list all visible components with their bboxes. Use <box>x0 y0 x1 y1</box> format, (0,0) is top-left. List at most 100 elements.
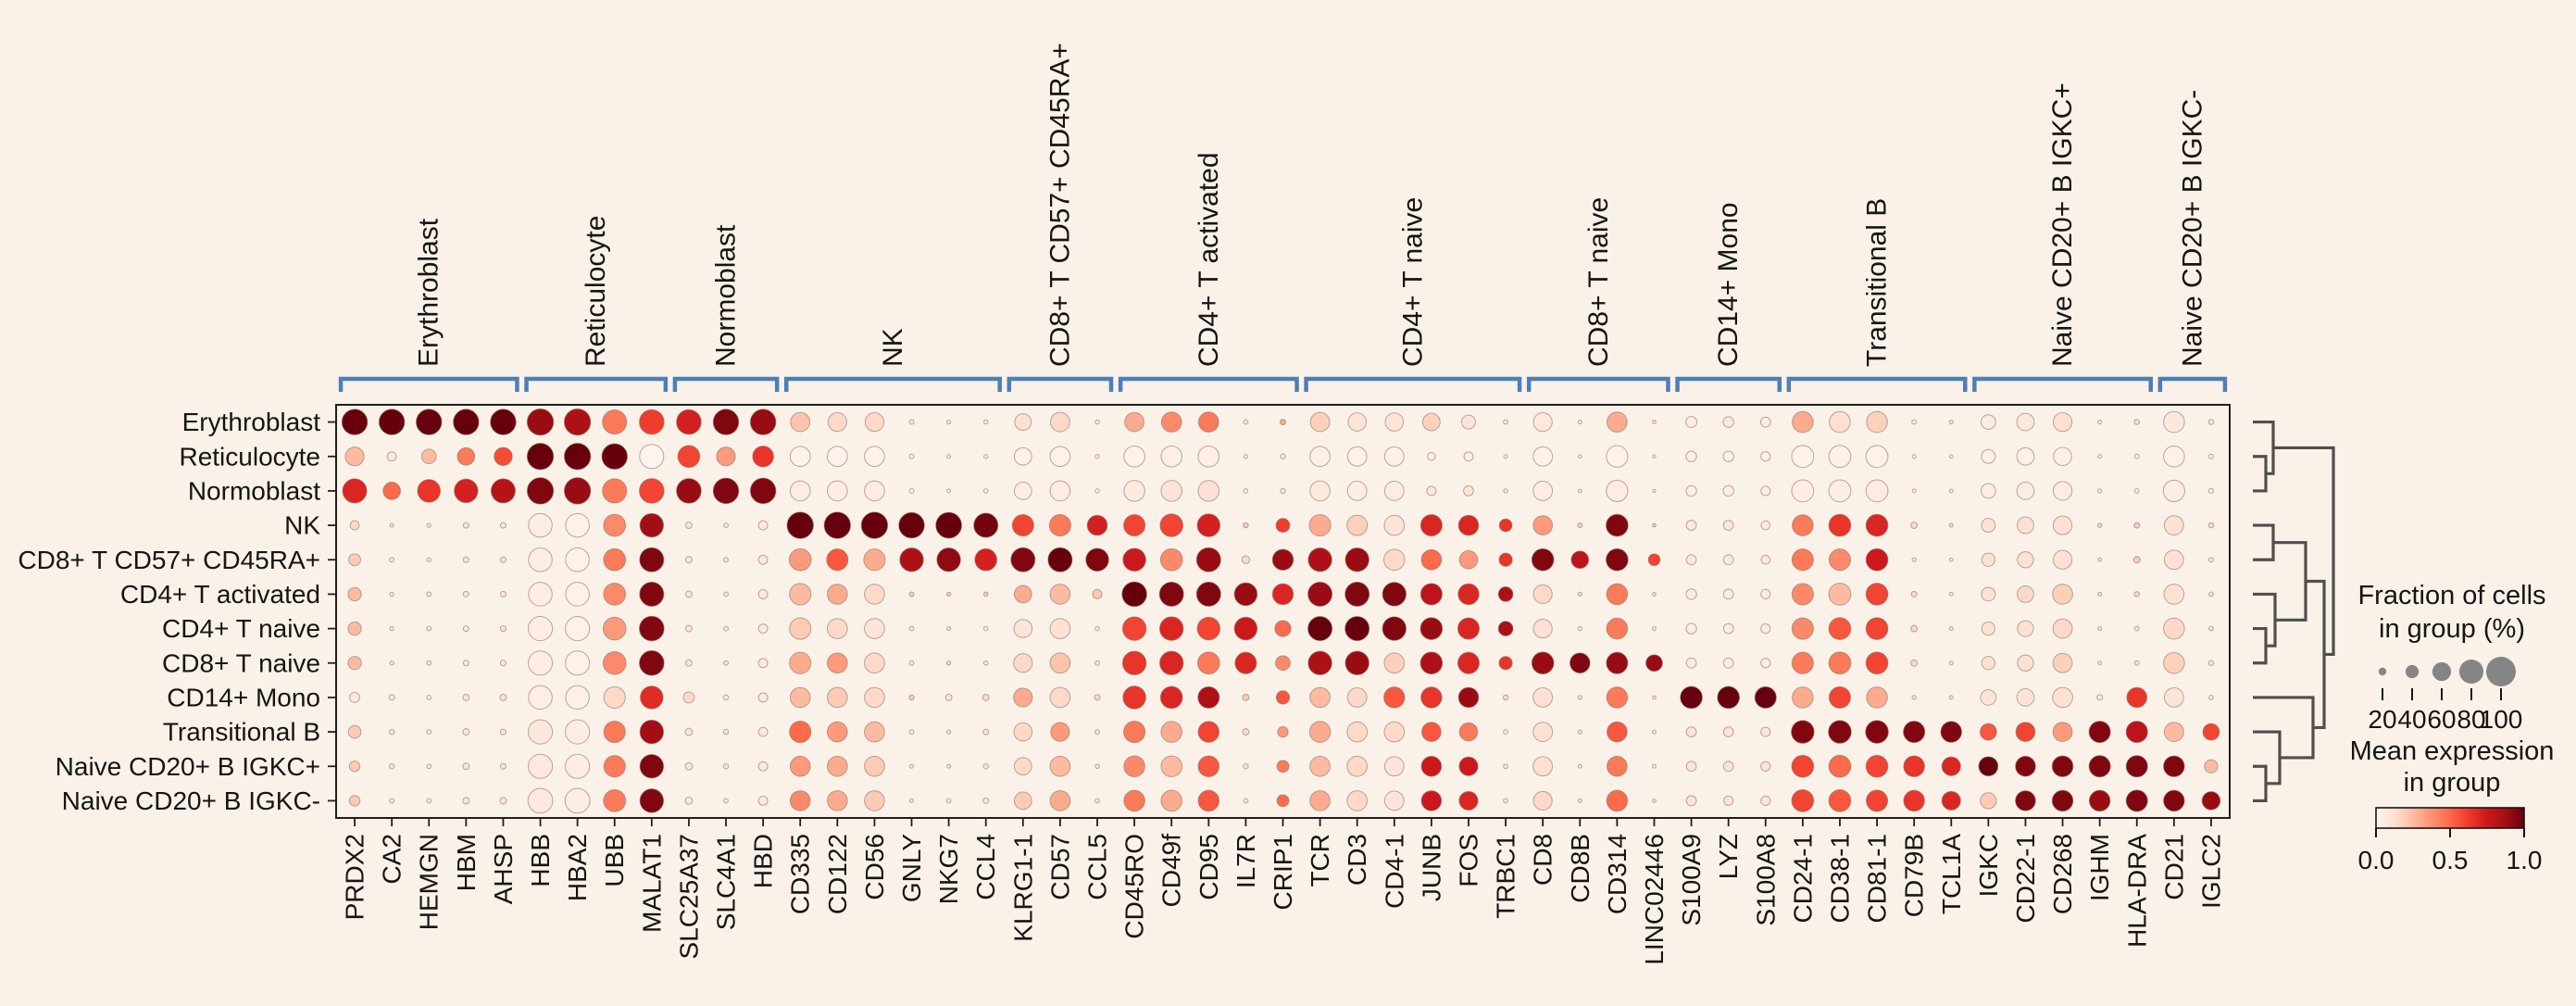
expression-dot <box>462 660 469 667</box>
expression-dot <box>864 480 885 502</box>
expression-dot <box>2052 481 2073 501</box>
expression-dot <box>2015 790 2036 811</box>
expression-dot <box>1503 488 1508 494</box>
expression-dot <box>1577 522 1583 529</box>
expression-dot <box>1532 515 1554 535</box>
expression-dot <box>908 694 915 701</box>
expression-dot <box>826 755 848 777</box>
expression-dot <box>1685 588 1697 600</box>
expression-dot <box>1094 763 1100 770</box>
expression-dot <box>982 660 989 666</box>
expression-dot <box>1754 685 1777 709</box>
expression-dot <box>1760 658 1771 669</box>
expression-dot <box>1197 685 1220 709</box>
expression-dot <box>1606 583 1629 606</box>
expression-dot <box>1121 650 1147 676</box>
group-bracket <box>524 376 669 392</box>
expression-dot <box>677 445 701 469</box>
expression-dot <box>723 798 729 804</box>
expression-dot <box>2016 688 2035 707</box>
expression-dot <box>1049 755 1071 777</box>
expression-dot <box>1948 695 1954 700</box>
row-label: Transitional B <box>163 718 320 747</box>
expression-dot <box>639 547 665 572</box>
expression-dot <box>1309 446 1331 468</box>
expression-dot <box>2017 585 2034 603</box>
expression-dot <box>983 454 989 459</box>
expression-dot <box>1121 581 1147 608</box>
expression-dot <box>974 547 998 572</box>
expression-dot <box>1577 454 1582 459</box>
row-label: CD4+ T naive <box>162 614 320 643</box>
group-label: CD8+ T CD57+ CD45RA+ <box>1044 43 1075 367</box>
expression-dot <box>1791 479 1815 503</box>
gene-label: CD3 <box>1343 834 1371 886</box>
expression-dot <box>1233 616 1258 641</box>
expression-dot <box>499 522 506 529</box>
expression-dot <box>1013 687 1033 708</box>
expression-dot <box>1011 514 1034 537</box>
expression-dot <box>2015 722 2036 742</box>
expression-dot <box>1383 756 1405 777</box>
expression-dot <box>1531 651 1555 675</box>
expression-dot <box>1280 453 1286 459</box>
gene-label: UBB <box>600 834 629 887</box>
expression-dot <box>639 719 665 745</box>
expression-dot <box>823 511 852 539</box>
expression-dot <box>603 547 627 572</box>
gene-label: CCL5 <box>1083 834 1112 900</box>
expression-dot <box>757 588 769 599</box>
expression-dot <box>1903 755 1925 778</box>
expression-dot <box>1383 514 1406 536</box>
expression-dot <box>1532 790 1553 811</box>
expression-dot <box>499 625 506 633</box>
expression-dot <box>1760 588 1771 600</box>
group-label: Transitional B <box>1862 198 1893 367</box>
expression-dot <box>1941 790 1961 811</box>
gene-label: KLRG1-1 <box>1008 834 1037 942</box>
expression-dot <box>1275 518 1291 534</box>
expression-dot <box>1124 411 1145 433</box>
expression-dot <box>1123 755 1145 778</box>
expression-dot <box>908 453 915 459</box>
expression-dot <box>1196 616 1221 641</box>
expression-dot <box>2052 515 2073 535</box>
expression-dot <box>1685 554 1697 566</box>
gene-label: PRDX2 <box>341 834 369 920</box>
expression-dot <box>908 591 915 597</box>
expression-dot <box>415 409 443 435</box>
expression-dot <box>1941 756 1961 776</box>
expression-dot <box>757 658 769 669</box>
expression-dot <box>1791 720 1815 744</box>
expression-dot <box>863 548 886 572</box>
gene-label: CD8B <box>1566 834 1594 903</box>
group-bracket <box>783 376 1002 392</box>
expression-dot <box>1760 622 1771 635</box>
expression-dot <box>1722 450 1734 462</box>
expression-dot <box>1948 626 1954 632</box>
expression-dot <box>1828 479 1852 503</box>
expression-dot <box>1276 794 1290 808</box>
expression-dot <box>790 411 811 433</box>
expression-dot <box>1382 616 1407 641</box>
expression-dot <box>722 728 730 736</box>
expression-dot <box>1685 622 1697 635</box>
expression-dot <box>716 446 736 467</box>
expression-dot <box>1419 583 1443 606</box>
dendrogram-branch <box>2273 541 2307 622</box>
gene-label: CD22-1 <box>2011 834 2040 923</box>
expression-dot <box>1722 726 1734 737</box>
expression-dot <box>1791 445 1815 469</box>
expression-dot <box>2163 789 2185 812</box>
expression-dot <box>1048 514 1071 537</box>
expression-dot <box>757 761 769 772</box>
size-legend-title-line2: in group (%) <box>2379 614 2525 644</box>
expression-dot <box>2201 791 2221 811</box>
gene-label: GNLY <box>897 834 926 902</box>
expression-dot <box>749 477 777 505</box>
expression-dot <box>723 522 729 529</box>
expression-dot <box>945 729 952 735</box>
expression-dot <box>1685 416 1698 429</box>
expression-dot <box>2051 755 2074 778</box>
dendrogram-branch <box>2306 579 2326 730</box>
